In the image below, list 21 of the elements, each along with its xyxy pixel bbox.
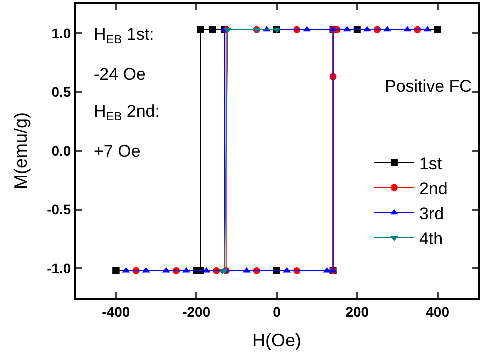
y-tick-label: 0.0 bbox=[52, 142, 72, 159]
x-tick-label: -400 bbox=[102, 304, 130, 320]
x-tick-label: -200 bbox=[182, 304, 211, 320]
x-tick-label: 200 bbox=[346, 304, 370, 320]
legend-label: 2nd bbox=[419, 179, 448, 198]
legend-label: 3rd bbox=[419, 204, 444, 224]
legend-label: 4th bbox=[419, 230, 444, 249]
y-tick-label: -0.5 bbox=[47, 202, 72, 218]
legend-label: 1st bbox=[419, 154, 442, 174]
annotation: Positive FC bbox=[385, 77, 472, 96]
y-axis-title: M(emu/g) bbox=[10, 112, 31, 190]
x-axis-title: H(Oe) bbox=[252, 330, 302, 350]
y-tick-label: -1.0 bbox=[47, 260, 72, 276]
y-tick-label: 1.0 bbox=[52, 25, 72, 42]
annotation: -24 Oe bbox=[94, 65, 146, 84]
x-tick-label: 0 bbox=[273, 304, 282, 320]
annotation: H$_{EB}$ 1st: bbox=[94, 25, 154, 47]
y-tick-label: 0.5 bbox=[52, 84, 72, 100]
x-tick-label: 400 bbox=[426, 304, 450, 320]
annotation: +7 Oe bbox=[94, 142, 141, 161]
annotation: H$_{EB}$ 2nd: bbox=[94, 102, 160, 124]
